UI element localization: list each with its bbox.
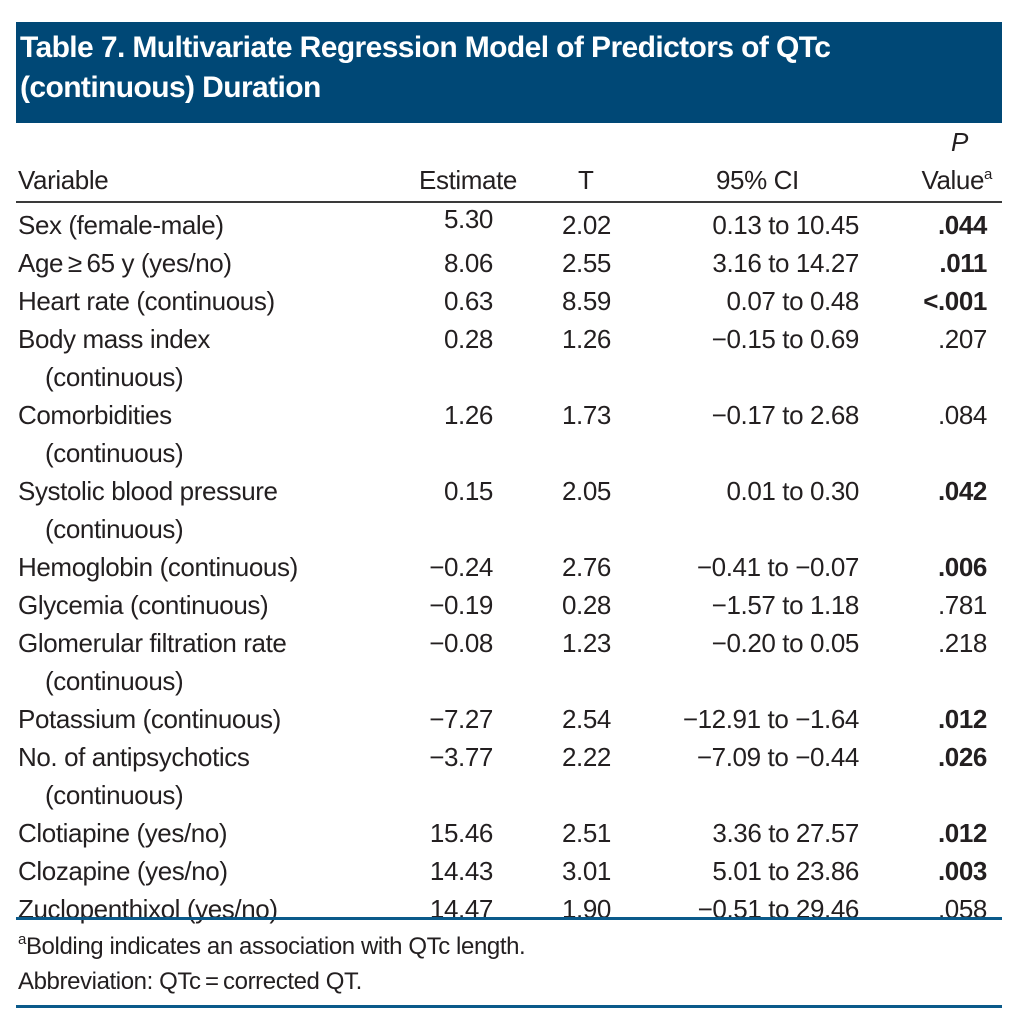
cell-estimate: 14.43 (429, 856, 493, 886)
cell-estimate: 8.06 (443, 248, 493, 278)
footnote-bolding: aBolding indicates an association with Q… (18, 931, 526, 962)
cell-ci: −0.51 to 29.46 (697, 894, 860, 924)
cell-p-value: .781 (937, 590, 987, 620)
footnote-marker: a (18, 931, 26, 948)
cell-p-value: <.001 (923, 286, 987, 316)
cell-t: 1.73 (561, 400, 611, 430)
table-title-bar: Table 7. Multivariate Regression Model o… (16, 22, 1002, 123)
cell-p-value: .012 (937, 818, 987, 848)
cell-p-value: .218 (937, 628, 987, 658)
cell-t: 2.22 (561, 742, 611, 772)
cell-variable: Comorbidities (18, 400, 172, 430)
cell-t: 2.55 (561, 248, 611, 278)
cell-ci: 5.01 to 23.86 (712, 856, 859, 886)
cell-t: 2.05 (561, 476, 611, 506)
cell-variable: Body mass index (18, 324, 210, 354)
cell-estimate: 14.47 (429, 894, 493, 924)
cell-p-value: .003 (937, 856, 987, 886)
header-variable: Variable (18, 165, 109, 195)
cell-estimate: −7.27 (429, 704, 493, 734)
cell-ci: 3.36 to 27.57 (712, 818, 859, 848)
cell-p-value: .207 (937, 324, 987, 354)
cell-t: 2.51 (561, 818, 611, 848)
cell-t: 0.28 (561, 590, 611, 620)
cell-estimate: −3.77 (429, 742, 493, 772)
cell-estimate: 15.46 (429, 818, 493, 848)
cell-variable: Sex (female-male) (18, 210, 224, 240)
cell-p-value: .011 (939, 248, 987, 278)
cell-estimate: 5.30 (443, 204, 493, 234)
header-estimate: Estimate (419, 165, 517, 195)
cell-t: 1.23 (561, 628, 611, 658)
cell-estimate: −0.24 (429, 552, 493, 582)
footnote-bottom-rule (16, 1005, 1002, 1008)
cell-p-value: .042 (937, 476, 987, 506)
cell-ci: −12.91 to −1.64 (682, 704, 860, 734)
cell-variable: Potassium (continuous) (18, 704, 281, 734)
cell-ci: −0.20 to 0.05 (711, 628, 860, 658)
cell-variable: Glycemia (continuous) (18, 590, 269, 620)
cell-estimate: −0.08 (429, 628, 493, 658)
cell-p-value: .006 (937, 552, 987, 582)
cell-ci: 0.01 to 0.30 (726, 476, 859, 506)
cell-t: 3.01 (561, 856, 611, 886)
cell-variable-continuation: (continuous) (45, 514, 184, 544)
footnote-bolding-text: Bolding indicates an association with QT… (25, 933, 526, 960)
cell-estimate: 0.28 (443, 324, 493, 354)
cell-ci: −7.09 to −0.44 (696, 742, 860, 772)
cell-ci: −0.15 to 0.69 (711, 324, 860, 354)
cell-variable-continuation: (continuous) (45, 438, 184, 468)
header-rule (16, 201, 1002, 203)
cell-variable: Clozapine (yes/no) (18, 856, 228, 886)
cell-ci: −1.57 to 1.18 (711, 590, 860, 620)
cell-ci: 0.07 to 0.48 (726, 286, 859, 316)
header-p-footnote-marker: a (984, 166, 992, 183)
table-title-line-1: Table 7. Multivariate Regression Model o… (20, 31, 831, 64)
table-bottom-rule (16, 917, 1002, 920)
footnote-abbreviation: Abbreviation: QTc = corrected QT. (18, 968, 362, 995)
header-p-value-label: Value (921, 165, 985, 195)
header-p-value: Valuea (921, 164, 992, 196)
header-t: T (578, 165, 594, 195)
cell-ci: 3.16 to 14.27 (712, 248, 859, 278)
cell-variable: No. of antipsychotics (18, 742, 250, 772)
cell-p-value: .084 (937, 400, 987, 430)
cell-ci: 0.13 to 10.45 (712, 210, 859, 240)
cell-variable: Clotiapine (yes/no) (18, 818, 228, 848)
table-title-line-2: (continuous) Duration (20, 71, 321, 104)
cell-variable: Hemoglobin (continuous) (18, 552, 298, 582)
cell-ci: −0.17 to 2.68 (711, 400, 860, 430)
cell-t: 1.90 (561, 894, 611, 924)
cell-p-value: .012 (937, 704, 987, 734)
cell-t: 2.54 (561, 704, 611, 734)
cell-variable: Glomerular filtration rate (18, 628, 287, 658)
cell-t: 2.02 (561, 210, 611, 240)
header-p-italic: P (951, 127, 968, 157)
cell-variable: Zuclopenthixol (yes/no) (18, 894, 278, 924)
cell-variable-continuation: (continuous) (45, 666, 184, 696)
cell-estimate: 1.26 (443, 400, 493, 430)
cell-t: 1.26 (561, 324, 611, 354)
cell-variable-continuation: (continuous) (45, 780, 184, 810)
cell-p-value: .044 (937, 210, 987, 240)
cell-p-value: .026 (937, 742, 987, 772)
header-ci: 95% CI (716, 165, 799, 195)
cell-t: 8.59 (561, 286, 611, 316)
cell-estimate: 0.63 (443, 286, 493, 316)
cell-variable: Systolic blood pressure (18, 476, 278, 506)
cell-variable: Heart rate (continuous) (18, 286, 275, 316)
cell-estimate: 0.15 (443, 476, 493, 506)
cell-variable: Age ≥ 65 y (yes/no) (18, 248, 232, 278)
cell-ci: −0.41 to −0.07 (696, 552, 860, 582)
cell-p-value: .058 (937, 894, 987, 924)
cell-t: 2.76 (561, 552, 611, 582)
cell-estimate: −0.19 (429, 590, 493, 620)
cell-variable-continuation: (continuous) (45, 362, 184, 392)
